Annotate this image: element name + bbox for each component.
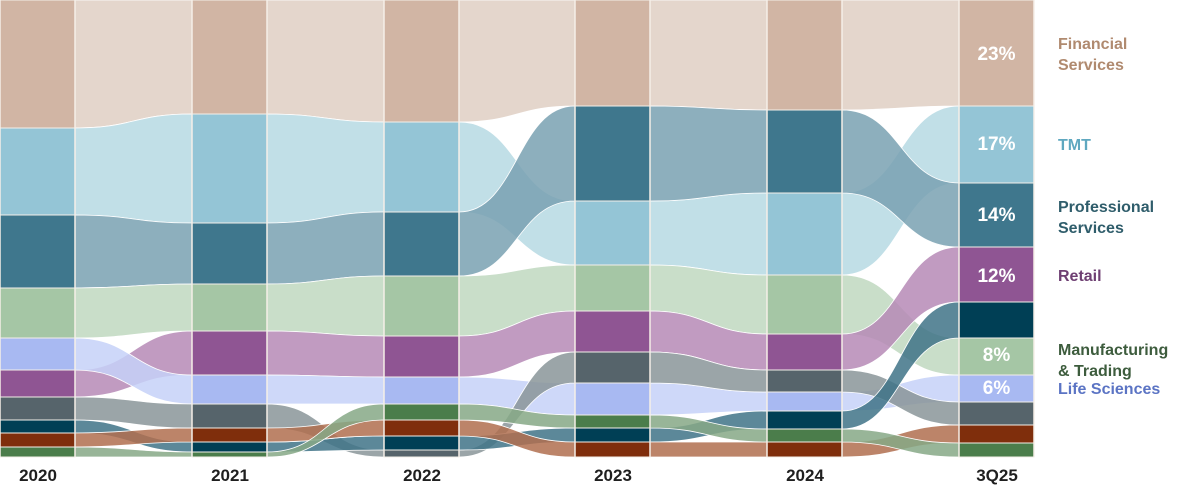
bar-segment-slate-2022 xyxy=(383,449,460,458)
bar-segment-retail-2021 xyxy=(191,330,268,376)
bar-segment-rust-2022 xyxy=(383,419,460,437)
legend-financial-services: Financial Services xyxy=(1058,36,1128,74)
x-tick-2022: 2022 xyxy=(403,466,441,485)
bar-segment-rust-2020 xyxy=(0,432,76,448)
bar-segment-mt-3Q25 xyxy=(958,337,1035,376)
bar-segment-tmt-2020 xyxy=(0,127,76,216)
x-tick-2024: 2024 xyxy=(786,466,824,485)
bar-segment-teal-2024 xyxy=(766,410,843,430)
flow-tmt xyxy=(649,192,768,276)
x-tick-2020: 2020 xyxy=(19,466,57,485)
bar-segment-green-2021 xyxy=(191,451,268,458)
pct-manufacturing: 8% xyxy=(982,345,1011,366)
pct-retail: 12% xyxy=(977,266,1016,287)
bar-segment-ls-2022 xyxy=(383,376,460,405)
bar-segment-teal-2021 xyxy=(191,441,268,453)
bar-segment-ls-2023 xyxy=(574,382,651,416)
bar-segment-slate-2020 xyxy=(0,396,76,421)
bar-segment-ps-2021 xyxy=(191,222,268,285)
legend-professional-services: Professional Services xyxy=(1058,199,1155,237)
bar-segment-mt-2024 xyxy=(766,274,843,335)
bar-segment-green-3Q25 xyxy=(958,442,1035,458)
bar-segment-mt-2022 xyxy=(383,275,460,337)
bar-segment-ls-2021 xyxy=(191,374,268,405)
bar-segment-retail-2022 xyxy=(383,335,460,378)
bar-segment-ps-2024 xyxy=(766,109,843,194)
pct-life-sciences: 6% xyxy=(982,378,1011,399)
bar-segment-tmt-2022 xyxy=(383,121,460,213)
bar-segment-rust-2024 xyxy=(766,441,843,458)
flow-ps xyxy=(74,214,193,289)
bar-segment-rust-2021 xyxy=(191,427,268,443)
bar-segment-teal-2023 xyxy=(574,427,651,443)
bar-segment-rust-3Q25 xyxy=(958,424,1035,444)
flow-mt xyxy=(266,275,385,337)
bar-segment-ps-2022 xyxy=(383,211,460,277)
bar-segment-tmt-2023 xyxy=(574,200,651,266)
flow-fs xyxy=(458,0,576,123)
bar-segment-ls-2020 xyxy=(0,337,76,371)
legend-tmt: TMT xyxy=(1058,137,1091,154)
bar-segment-slate-2024 xyxy=(766,369,843,393)
legend-manufacturing-trading: Manufacturing & Trading xyxy=(1058,342,1169,380)
bar-segment-tmt-2021 xyxy=(191,113,268,224)
bar-segment-green-2024 xyxy=(766,428,843,443)
bar-segment-tmt-3Q25 xyxy=(958,105,1035,184)
flow-tmt xyxy=(74,113,193,224)
bar-segment-fs-2021 xyxy=(191,0,268,115)
pct-tmt: 17% xyxy=(977,134,1016,155)
bar-segment-teal-3Q25 xyxy=(958,301,1035,339)
bar-segment-slate-2021 xyxy=(191,403,268,429)
bar-segment-fs-2023 xyxy=(574,0,651,107)
bar-segment-mt-2023 xyxy=(574,264,651,312)
bar-segment-mt-2021 xyxy=(191,283,268,332)
bar-segment-green-2020 xyxy=(0,446,76,458)
flow-mt xyxy=(74,283,193,339)
bar-segment-retail-2024 xyxy=(766,333,843,371)
flow-ps xyxy=(649,105,768,202)
bar-segment-retail-3Q25 xyxy=(958,246,1035,303)
flow-fs xyxy=(841,0,960,111)
flow-fs xyxy=(266,0,385,123)
bar-segment-ps-2020 xyxy=(0,214,76,289)
flow-ls xyxy=(266,374,385,405)
bar-segment-green-2022 xyxy=(383,403,460,421)
bar-segment-rust-2023 xyxy=(574,441,651,458)
flow-fs xyxy=(649,0,768,111)
bar-segment-retail-2020 xyxy=(0,369,76,398)
bar-segment-teal-2022 xyxy=(383,435,460,451)
flow-ps xyxy=(266,211,385,285)
x-tick-2021: 2021 xyxy=(211,466,249,485)
bar-segment-mt-2020 xyxy=(0,287,76,339)
x-tick-3q25: 3Q25 xyxy=(976,466,1018,485)
legend-life-sciences: Life Sciences xyxy=(1058,381,1161,398)
bar-segment-tmt-2024 xyxy=(766,192,843,276)
flow-tmt xyxy=(266,113,385,224)
bar-segment-fs-2022 xyxy=(383,0,460,123)
x-tick-2023: 2023 xyxy=(594,466,632,485)
flow-retail xyxy=(266,330,385,378)
bar-segment-ls-2024 xyxy=(766,391,843,412)
bar-segment-teal-2020 xyxy=(0,419,76,434)
flow-rust xyxy=(649,441,768,458)
bar-segment-green-2023 xyxy=(574,414,651,429)
bar-segment-slate-3Q25 xyxy=(958,401,1035,426)
bar-segment-retail-2023 xyxy=(574,310,651,353)
bar-segment-slate-2023 xyxy=(574,351,651,384)
alluvial-chart xyxy=(0,0,1035,458)
bar-segment-fs-2024 xyxy=(766,0,843,111)
bar-segment-ps-2023 xyxy=(574,105,651,202)
flow-fs xyxy=(74,0,193,129)
legend-retail: Retail xyxy=(1058,268,1102,285)
bar-segment-fs-2020 xyxy=(0,0,76,129)
pct-professional-services: 14% xyxy=(977,205,1016,226)
pct-financial-services: 23% xyxy=(977,44,1016,65)
